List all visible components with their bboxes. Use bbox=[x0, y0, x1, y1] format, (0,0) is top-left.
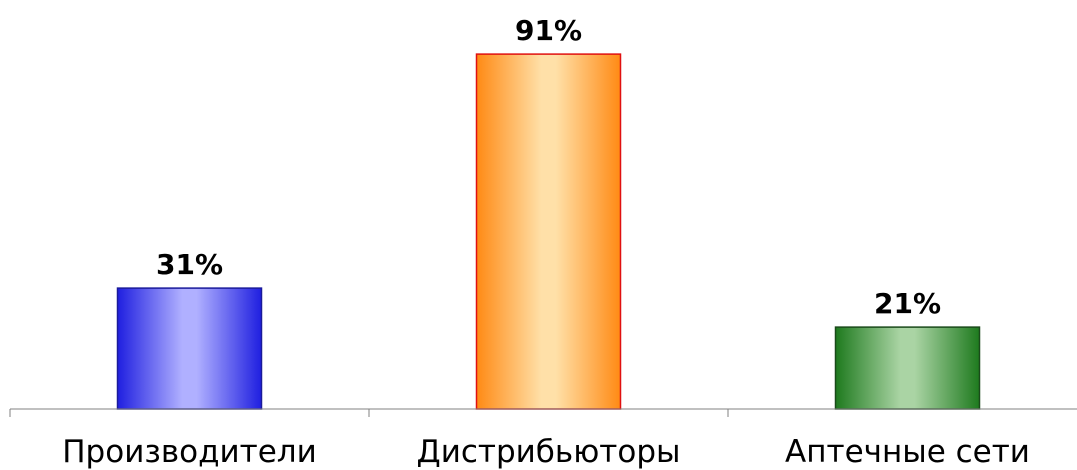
category-label-pharmacy-chains: Аптечные сети bbox=[785, 434, 1030, 470]
bar-producers bbox=[116, 287, 263, 410]
category-label-producers: Производители bbox=[62, 434, 317, 470]
bar-pharmacy-chains bbox=[834, 326, 981, 410]
labels-layer: 31% Производители 91% Дистрибьюторы 21% Аптеч… bbox=[62, 14, 1030, 470]
value-label-distributors: 91% bbox=[515, 14, 582, 47]
bars-layer bbox=[116, 53, 981, 410]
value-label-producers: 31% bbox=[156, 248, 223, 281]
value-label-pharmacy-chains: 21% bbox=[874, 287, 941, 320]
x-axis bbox=[9, 408, 1077, 417]
bar-distributors bbox=[475, 53, 622, 410]
category-label-distributors: Дистрибьюторы bbox=[417, 434, 681, 470]
